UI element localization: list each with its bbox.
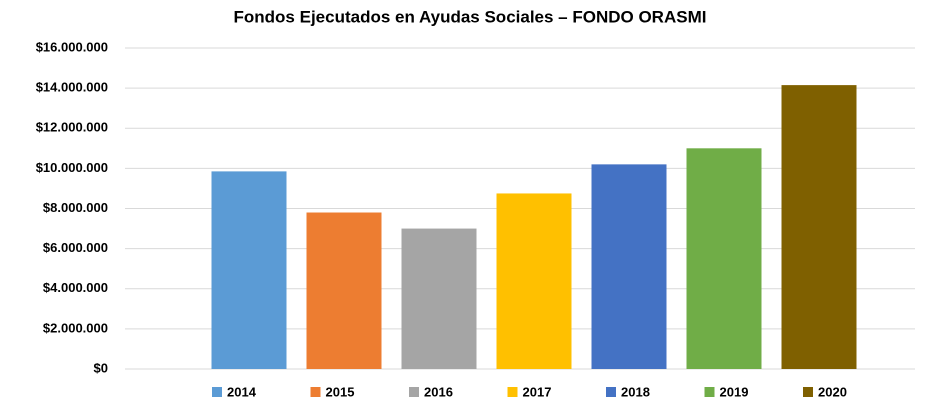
y-tick-label: $16.000.000 bbox=[36, 39, 108, 54]
y-tick-label: $12.000.000 bbox=[36, 120, 108, 135]
y-tick-label: $14.000.000 bbox=[36, 80, 108, 95]
y-tick-label: $4.000.000 bbox=[43, 280, 108, 295]
legend-swatch bbox=[212, 387, 222, 397]
legend-label: 2018 bbox=[621, 384, 650, 399]
bar bbox=[306, 212, 382, 369]
bar bbox=[496, 193, 572, 369]
legend-label: 2020 bbox=[818, 384, 847, 399]
legend-label: 2015 bbox=[326, 384, 355, 399]
legend-label: 2017 bbox=[523, 384, 552, 399]
legend-swatch bbox=[606, 387, 616, 397]
bar bbox=[211, 171, 287, 369]
legend-swatch bbox=[803, 387, 813, 397]
bar bbox=[401, 228, 477, 369]
legend-swatch bbox=[704, 387, 715, 397]
y-tick-label: $0 bbox=[94, 360, 108, 375]
bar bbox=[591, 164, 667, 369]
legend-label: 2014 bbox=[227, 384, 257, 399]
bar bbox=[781, 85, 857, 369]
legend-swatch bbox=[507, 387, 518, 397]
legend-swatch bbox=[409, 387, 419, 397]
chart-title: Fondos Ejecutados en Ayudas Sociales – F… bbox=[234, 7, 707, 26]
legend-label: 2019 bbox=[720, 384, 749, 399]
y-tick-label: $8.000.000 bbox=[43, 200, 108, 215]
y-tick-label: $10.000.000 bbox=[36, 160, 108, 175]
legend-label: 2016 bbox=[424, 384, 453, 399]
bar bbox=[686, 148, 762, 369]
legend-swatch bbox=[310, 387, 321, 397]
y-tick-label: $2.000.000 bbox=[43, 320, 108, 335]
y-tick-label: $6.000.000 bbox=[43, 240, 108, 255]
